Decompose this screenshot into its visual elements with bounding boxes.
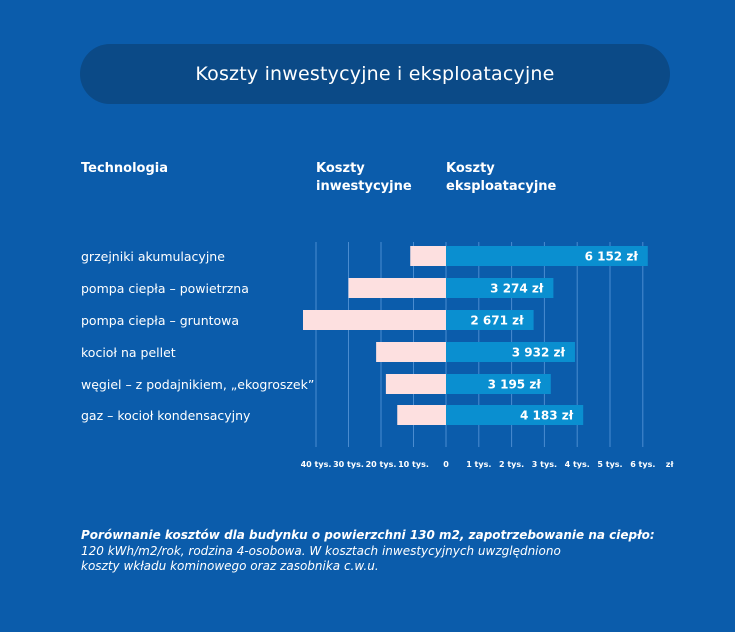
operating-value-label: 4 183 zł bbox=[520, 409, 574, 423]
operating-header-line1: Koszty bbox=[446, 161, 495, 176]
category-label: węgiel – z podajnikiem, „ekogroszek” bbox=[81, 377, 315, 392]
tick-label: 30 tys. bbox=[333, 460, 364, 469]
operating-value-label: 3 274 zł bbox=[490, 282, 544, 296]
tick-label: 1 tys. bbox=[466, 460, 491, 469]
operating-bar bbox=[446, 405, 584, 425]
caption-bold-line: Porównanie kosztów dla budynku o powierz… bbox=[81, 528, 655, 542]
category-label: gaz – kocioł kondensacyjny bbox=[81, 408, 251, 423]
investment-bar bbox=[303, 310, 446, 330]
investment-bar bbox=[376, 342, 446, 362]
category-label: kocioł na pellet bbox=[81, 345, 176, 360]
operating-value-label: 3 195 zł bbox=[488, 378, 542, 392]
operating-value-label: 6 152 zł bbox=[585, 250, 639, 264]
operating-bar bbox=[446, 310, 534, 330]
operating-bar bbox=[446, 374, 551, 394]
tick-label: 20 tys. bbox=[366, 460, 397, 469]
chart-title: Koszty inwestycyjne i eksploatacyjne bbox=[195, 63, 555, 85]
operating-value-label: 3 932 zł bbox=[512, 346, 566, 360]
investment-header-line1: Koszty bbox=[316, 161, 365, 176]
investment-header-line2: inwestycyjne bbox=[316, 179, 412, 194]
tick-label: 10 tys. bbox=[398, 460, 429, 469]
investment-bar bbox=[410, 246, 446, 266]
category-label: grzejniki akumulacyjne bbox=[81, 249, 225, 264]
caption-line-2: 120 kWh/m2/rok, rodzina 4-osobowa. W kos… bbox=[81, 543, 561, 558]
investment-bar bbox=[348, 278, 446, 298]
operating-value-label: 2 671 zł bbox=[470, 314, 524, 328]
operating-bar bbox=[446, 278, 554, 298]
tick-label: 5 tys. bbox=[597, 460, 622, 469]
tick-label: 2 tys. bbox=[499, 460, 524, 469]
caption-line-3: koszty wkładu kominowego oraz zasobnika … bbox=[81, 559, 379, 573]
investment-header: Koszty inwestycyjne bbox=[316, 160, 426, 196]
tick-label-zero: 0 bbox=[443, 460, 449, 469]
tick-label: 40 tys. bbox=[301, 460, 332, 469]
category-label: pompa ciepła – powietrzna bbox=[81, 281, 249, 296]
operating-header: Koszty eksploatacyjne bbox=[446, 160, 576, 196]
axis-unit-label: zł bbox=[666, 460, 675, 469]
investment-bar bbox=[385, 374, 446, 394]
chart-caption: Porównanie kosztów dla budynku o powierz… bbox=[81, 528, 681, 575]
operating-bar bbox=[446, 342, 575, 362]
tick-label: 6 tys. bbox=[630, 460, 655, 469]
technology-header: Technologia bbox=[81, 161, 169, 176]
investment-bar bbox=[397, 405, 446, 425]
operating-header-line2: eksploatacyjne bbox=[446, 179, 557, 194]
tick-label: 3 tys. bbox=[532, 460, 557, 469]
tick-label: 4 tys. bbox=[565, 460, 590, 469]
operating-bar bbox=[446, 246, 648, 266]
category-label: pompa ciepła – gruntowa bbox=[81, 313, 240, 328]
chart-title-banner: Koszty inwestycyjne i eksploatacyjne bbox=[80, 44, 670, 104]
